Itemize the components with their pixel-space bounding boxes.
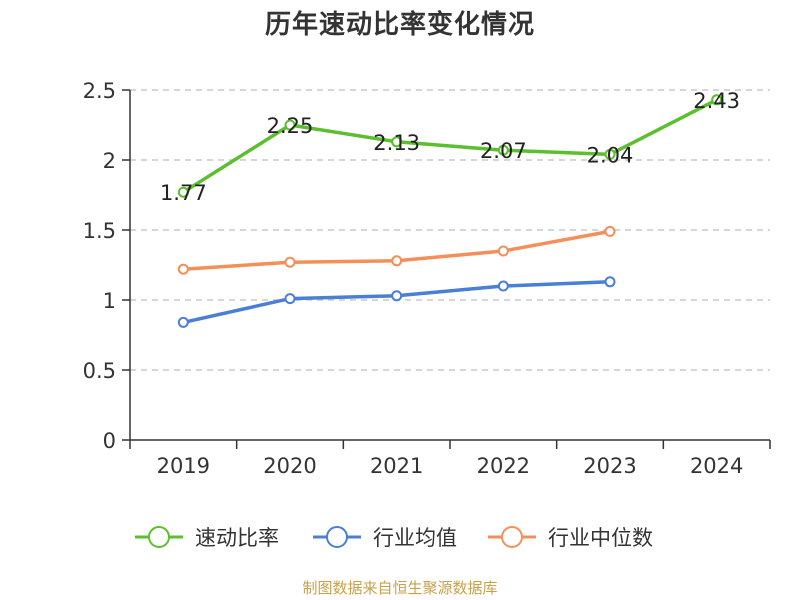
- data-point[interactable]: [177, 316, 189, 328]
- data-point[interactable]: [497, 144, 509, 156]
- chart-title: 历年速动比率变化情况: [264, 10, 535, 40]
- legend-item[interactable]: 行业中位数: [486, 517, 653, 557]
- data-point[interactable]: [284, 119, 296, 131]
- source-note: 制图数据来自恒生聚源数据库: [302, 579, 498, 597]
- series-lines: [177, 94, 723, 328]
- series-line: [181, 280, 612, 325]
- data-point[interactable]: [391, 255, 403, 267]
- legend-label: 行业中位数: [548, 526, 653, 550]
- y-tick-label: 1: [103, 289, 116, 313]
- data-point[interactable]: [497, 280, 509, 292]
- legend-item[interactable]: 速动比率: [133, 517, 279, 557]
- legend-item[interactable]: 行业均值: [311, 517, 457, 557]
- data-point[interactable]: [284, 256, 296, 268]
- data-label: 2.13: [373, 131, 420, 155]
- data-point[interactable]: [497, 245, 509, 257]
- data-point[interactable]: [604, 276, 616, 288]
- legend-swatch: [135, 526, 183, 548]
- data-point[interactable]: [391, 290, 403, 302]
- data-point[interactable]: [604, 225, 616, 237]
- x-tick-label: 2020: [263, 454, 316, 478]
- data-point[interactable]: [177, 263, 189, 275]
- legend: 速动比率 行业均值 行业中位数: [0, 517, 800, 557]
- y-tick-label: 2.5: [83, 79, 116, 103]
- x-tick-label: 2022: [477, 454, 530, 478]
- y-tick-label: 0.5: [83, 359, 116, 383]
- data-label: 1.77: [160, 181, 207, 205]
- data-label: 2.04: [587, 143, 634, 167]
- line-chart: 0 0.5 1 1.5 2 2.5 2019 2020 2021 2022 2023 2024 1.7…: [83, 79, 771, 478]
- legend-label: 行业均值: [373, 526, 457, 550]
- legend-swatch: [488, 526, 536, 548]
- x-tick-label: 2019: [157, 454, 210, 478]
- series-line: [181, 98, 719, 194]
- y-tick-label: 0: [103, 429, 116, 453]
- y-tick-label: 2: [103, 149, 116, 173]
- data-point[interactable]: [604, 148, 616, 160]
- data-label: 2.07: [480, 139, 527, 163]
- data-labels: 1.77 2.25 2.13 2.07 2.04 2.43: [160, 89, 740, 205]
- grid-lines: [130, 89, 770, 371]
- data-label: 2.25: [267, 114, 314, 138]
- x-tick-label: 2023: [583, 454, 636, 478]
- data-point[interactable]: [284, 293, 296, 305]
- x-tick-label: 2024: [690, 454, 743, 478]
- y-tick-label: 1.5: [83, 219, 116, 243]
- data-point[interactable]: [391, 136, 403, 148]
- data-label: 2.43: [693, 89, 740, 113]
- axes: 0 0.5 1 1.5 2 2.5 2019 2020 2021 2022 2023 2024: [83, 79, 771, 478]
- data-point[interactable]: [177, 186, 189, 198]
- data-point[interactable]: [711, 94, 723, 106]
- x-tick-label: 2021: [370, 454, 423, 478]
- legend-label: 速动比率: [195, 526, 279, 550]
- legend-swatch: [313, 526, 361, 548]
